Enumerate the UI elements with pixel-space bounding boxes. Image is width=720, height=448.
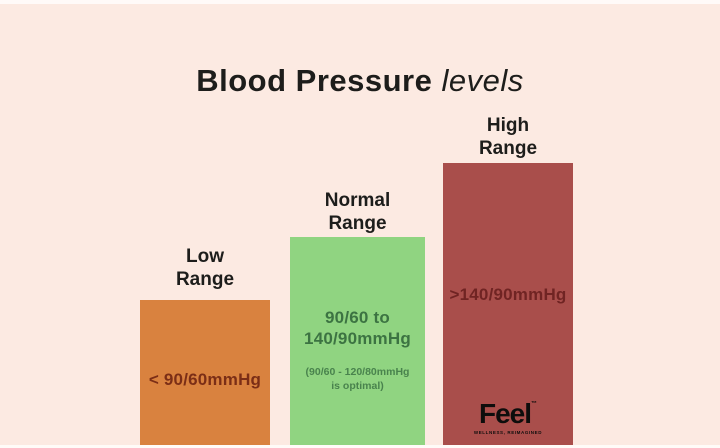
note-normal-range-optimal: (90/60 - 120/80mmHg is optimal)	[305, 366, 410, 392]
label-low-range: Low Range	[175, 246, 235, 290]
trademark-symbol: ™	[531, 401, 538, 407]
page-title-suffix: levels	[441, 62, 524, 98]
bar-normal-range	[290, 237, 425, 445]
top-edge-highlight	[0, 0, 720, 4]
bar-low-range	[140, 300, 270, 445]
brand-logo-wordmark: Feel™	[478, 398, 538, 429]
page-title: Blood Pressure levels	[0, 63, 720, 99]
bottom-edge-highlight	[0, 445, 720, 448]
page-title-main: Blood Pressure	[196, 62, 433, 98]
label-normal-range: Normal Range	[324, 190, 391, 234]
bar-high-range	[443, 163, 573, 445]
brand-tagline: WELLNESS, REIMAGINED	[473, 430, 543, 435]
brand-logo: Feel™ WELLNESS, REIMAGINED	[443, 389, 573, 436]
value-normal-range: 90/60 to 140/90mmHg	[304, 308, 411, 348]
value-low-range: < 90/60mmHg	[148, 370, 262, 389]
label-high-range: High Range	[478, 115, 538, 159]
value-high-range: >140/90mmHg	[449, 285, 567, 304]
